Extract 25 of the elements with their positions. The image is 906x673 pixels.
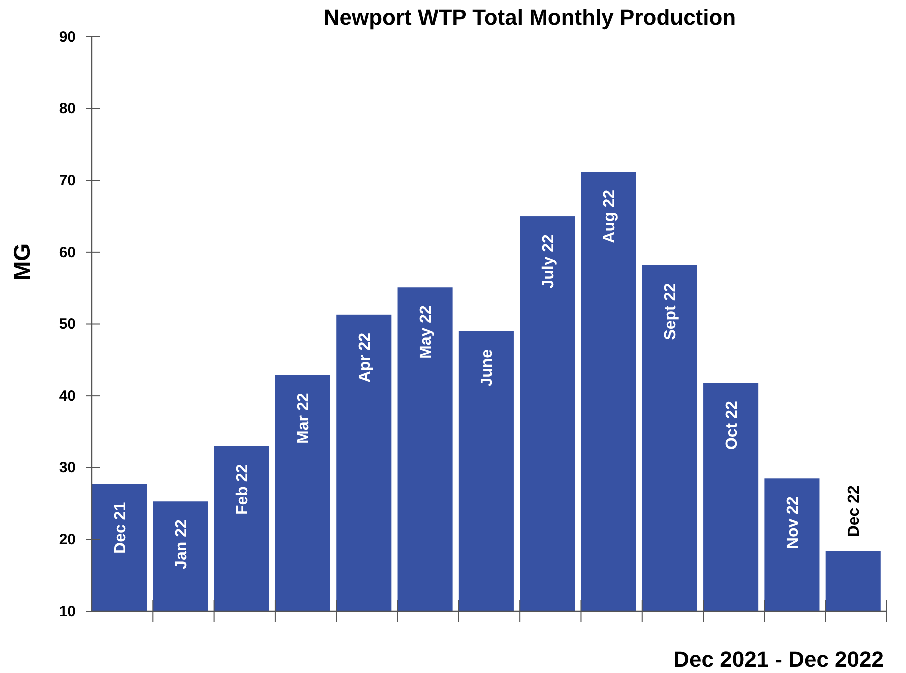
y-tick-label: 70 (59, 172, 76, 190)
x-axis-title: Dec 2021 - Dec 2022 (674, 647, 884, 672)
y-tick-label: 60 (59, 244, 76, 262)
x-tick-label: Dec 22 (846, 485, 864, 538)
x-tick-label: Aug 22 (602, 190, 619, 244)
chart-title: Newport WTP Total Monthly Production (324, 5, 736, 30)
x-tick-label: Jan 22 (173, 520, 190, 570)
x-tick-label: July 22 (540, 234, 558, 289)
x-tick-label: Mar 22 (296, 393, 313, 444)
x-tick-label: Oct 22 (724, 401, 741, 450)
y-axis-title: MG (9, 243, 35, 281)
x-tick-label: June (479, 349, 496, 387)
y-tick-label: 20 (59, 531, 76, 548)
x-tick-label: Feb 22 (234, 464, 252, 516)
y-tick-label: 40 (59, 388, 76, 405)
x-tick-label: Dec 21 (112, 502, 130, 554)
x-tick-label: Nov 22 (784, 496, 802, 550)
x-tick-label: Apr 22 (356, 332, 374, 383)
y-tick-label: 10 (59, 603, 76, 620)
x-tick-label: Sept 22 (662, 283, 680, 340)
y-tick-label: 80 (59, 100, 76, 118)
y-tick-label: 90 (59, 28, 76, 46)
x-tick-label: May 22 (418, 306, 436, 359)
y-tick-label: 50 (59, 316, 76, 334)
y-tick-label: 30 (59, 460, 76, 477)
